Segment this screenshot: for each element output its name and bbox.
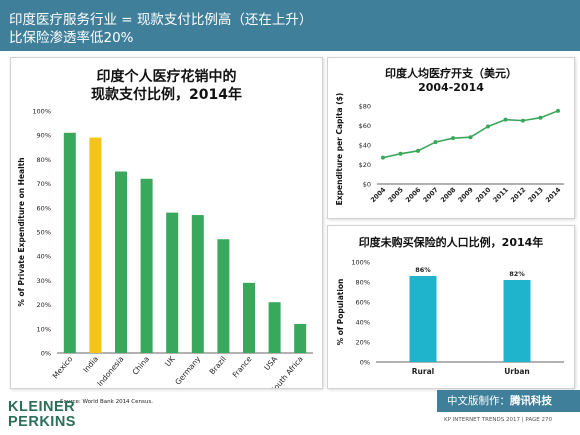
bar-indonesia: [115, 171, 127, 353]
x-category-label: Brazil: [208, 355, 228, 377]
data-point-2010: [486, 124, 490, 129]
data-point-2012: [521, 118, 525, 123]
bar-germany: [191, 215, 204, 353]
data-point-2009: [468, 135, 473, 140]
y-tick-label: $60: [359, 122, 371, 130]
data-label: 86%: [415, 266, 431, 274]
bar-brazil: [217, 239, 230, 353]
data-point-2004: [381, 155, 385, 160]
y-tick-label: 50%: [37, 229, 51, 237]
data-point-2014: [556, 108, 560, 113]
y-tick-label: $40: [359, 142, 371, 150]
logo-line-2: PERKINS: [8, 414, 76, 430]
data-point-2011: [503, 117, 508, 122]
x-category-label: Indonesia: [95, 355, 125, 388]
chart2-title-line-2: 2004-2014: [418, 81, 484, 94]
source-note: Source: World Bank 2014 Census.: [60, 399, 153, 405]
x-category-label: Urban: [504, 367, 530, 376]
badge-prefix: 中文版制作：: [447, 395, 510, 407]
y-axis-title: Expenditure per Capita ($): [335, 93, 344, 206]
x-year-label: 2004: [369, 185, 388, 204]
data-point-2013: [538, 115, 543, 120]
x-year-label: 2014: [544, 185, 563, 204]
bar-urban: [503, 280, 531, 362]
chart1-title-line-1: 印度个人医疗花销中的: [96, 69, 237, 85]
y-tick-label: 60%: [356, 299, 370, 307]
translation-badge: 中文版制作：腾讯科技: [437, 390, 580, 412]
x-category-label: France: [231, 354, 254, 379]
page-title-line-2: 比保险渗透率低20%: [9, 30, 134, 46]
y-tick-label: 90%: [37, 132, 51, 140]
bar-rural: [409, 276, 437, 362]
bar-france: [243, 282, 255, 353]
y-tick-label: 40%: [356, 319, 370, 327]
x-year-label: 2007: [421, 186, 439, 204]
y-tick-label: 0%: [41, 350, 51, 358]
x-year-label: 2008: [439, 185, 458, 204]
x-category-label: India: [81, 355, 100, 375]
bar-mexico: [63, 132, 76, 353]
y-tick-label: $20: [359, 161, 371, 169]
y-tick-label: 30%: [37, 277, 51, 285]
y-tick-label: 0%: [360, 359, 370, 367]
x-category-label: Mexico: [51, 354, 75, 380]
uninsured-bar-chart: 0% 20% 40% 60% 80% 100% 86% Rural 82% Urban % of P…: [336, 259, 564, 376]
report-page-label: KP INTERNET TRENDS 2017 | PAGE 270: [444, 417, 552, 423]
x-category-label: China: [130, 355, 151, 377]
data-label: 82%: [509, 270, 525, 278]
y-tick-label: 80%: [356, 279, 370, 287]
x-year-label: 2013: [526, 186, 544, 204]
out-of-pocket-chart-panel: 印度个人医疗花销中的 现款支付比例，2014年 0% 10% 20% 30% 40% 50…: [10, 57, 323, 389]
chart3-title: 印度未购买保险的人口比例，2014年: [358, 236, 544, 249]
bar-india: [89, 137, 102, 353]
y-tick-label: 80%: [37, 156, 51, 164]
y-axis-title: % of Population: [336, 279, 345, 346]
bar-south-africa: [294, 323, 307, 353]
x-year-label: 2011: [491, 185, 510, 204]
data-point-2008: [451, 136, 455, 141]
data-point-2005: [398, 151, 403, 156]
uninsured-chart-panel: 印度未购买保险的人口比例，2014年 0% 20% 40% 60% 80% 100% 86%…: [327, 225, 575, 389]
expenditure-line: [382, 110, 559, 159]
badge-brand: 腾讯科技: [510, 395, 552, 407]
y-tick-label: $80: [359, 103, 371, 111]
x-year-label: 2010: [474, 185, 493, 204]
bar-china: [140, 178, 153, 353]
y-tick-label: 10%: [37, 325, 51, 333]
y-tick-label: 60%: [37, 204, 51, 212]
per-capita-chart-panel: 印度人均医疗开支（美元） 2004-2014 $0 $20 $40 $60 $80 200…: [327, 57, 575, 219]
header-banner: 印度医疗服务行业 = 现款支付比例高（还在上升） 比保险渗透率低20%: [0, 0, 580, 51]
x-year-label: 2006: [404, 185, 423, 204]
x-category-label: UK: [163, 354, 177, 369]
chart2-title-line-1: 印度人均医疗开支（美元）: [385, 67, 517, 80]
out-of-pocket-bar-chart: 0% 10% 20% 30% 40% 50% 60% 70% 80% 90% 100% Mexico I…: [17, 108, 313, 388]
chart1-title-line-2: 现款支付比例，2014年: [91, 87, 242, 103]
bar-uk: [166, 212, 179, 353]
x-category-label: Germany: [173, 354, 202, 387]
x-year-label: 2012: [509, 186, 527, 204]
y-tick-label: 100%: [351, 259, 370, 267]
x-category-label: USA: [262, 354, 279, 372]
logo-line-1: KLEINER: [8, 399, 76, 415]
y-tick-label: 40%: [37, 253, 51, 261]
y-tick-label: 20%: [356, 339, 370, 347]
data-point-2007: [433, 140, 438, 145]
x-year-label: 2005: [386, 185, 405, 204]
x-year-label: 2009: [456, 185, 475, 204]
y-tick-label: $0: [363, 181, 371, 189]
y-tick-label: 100%: [32, 108, 51, 116]
y-tick-label: 70%: [37, 180, 51, 188]
page-title-line-1: 印度医疗服务行业 = 现款支付比例高（还在上升）: [9, 12, 313, 28]
y-axis-title: % of Private Expenditure on Health: [17, 157, 26, 306]
y-tick-label: 20%: [37, 301, 51, 309]
x-category-label: Rural: [412, 367, 434, 376]
data-point-2006: [416, 148, 420, 153]
bar-usa: [268, 302, 281, 353]
